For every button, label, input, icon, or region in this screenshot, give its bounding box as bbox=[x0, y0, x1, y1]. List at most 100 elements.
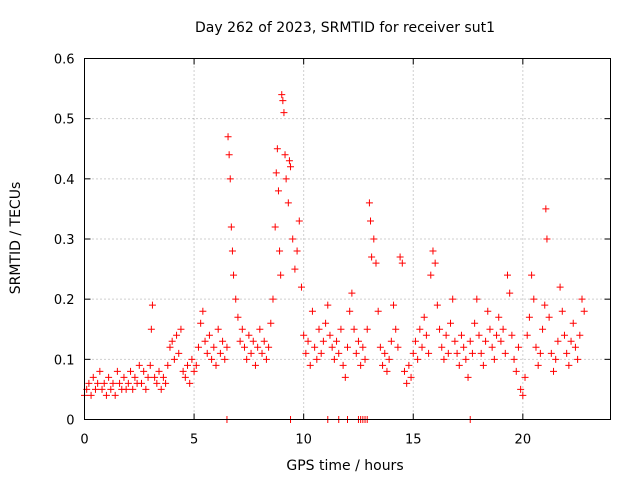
data-point bbox=[398, 259, 406, 267]
data-point bbox=[230, 271, 238, 279]
data-point bbox=[146, 361, 154, 369]
data-point bbox=[116, 379, 124, 387]
data-point bbox=[274, 187, 282, 195]
data-point bbox=[197, 319, 205, 327]
data-point bbox=[85, 379, 93, 387]
data-point bbox=[208, 355, 216, 363]
axis-ticks: 0 0.1 0.2 0.3 0.4 0.5 0.6 0 5 10 15 20 bbox=[54, 53, 611, 448]
data-point bbox=[293, 247, 301, 255]
data-point bbox=[155, 367, 163, 375]
plot-frame bbox=[84, 58, 611, 420]
data-point bbox=[153, 379, 161, 387]
data-point bbox=[102, 391, 110, 399]
data-point bbox=[574, 355, 582, 363]
data-point bbox=[335, 349, 343, 357]
data-point bbox=[341, 373, 349, 381]
data-point bbox=[162, 379, 170, 387]
data-point bbox=[490, 355, 498, 363]
data-point bbox=[403, 379, 411, 387]
data-point bbox=[416, 325, 424, 333]
data-point bbox=[273, 145, 281, 153]
data-point bbox=[251, 361, 259, 369]
data-point bbox=[291, 265, 299, 273]
data-point bbox=[354, 337, 362, 345]
data-point bbox=[91, 385, 99, 393]
data-point bbox=[279, 97, 287, 105]
data-point bbox=[433, 301, 441, 309]
data-point bbox=[444, 349, 452, 357]
data-point bbox=[440, 355, 448, 363]
data-point bbox=[192, 361, 200, 369]
data-point bbox=[468, 349, 476, 357]
data-point bbox=[411, 337, 419, 345]
data-point bbox=[479, 361, 487, 369]
data-point bbox=[109, 379, 117, 387]
data-point bbox=[350, 325, 358, 333]
data-point bbox=[137, 379, 145, 387]
data-point bbox=[287, 163, 295, 171]
data-point bbox=[238, 325, 246, 333]
data-point bbox=[267, 319, 275, 327]
data-point bbox=[580, 307, 588, 315]
data-point bbox=[120, 373, 128, 381]
data-point bbox=[142, 385, 150, 393]
data-point bbox=[383, 367, 391, 375]
data-point bbox=[265, 343, 273, 351]
y-tick-label: 0.5 bbox=[54, 113, 75, 128]
data-point bbox=[228, 247, 236, 255]
data-point bbox=[407, 373, 415, 381]
chart-title: Day 262 of 2023, SRMTID for receiver sut… bbox=[195, 20, 495, 36]
data-point bbox=[100, 379, 108, 387]
data-point bbox=[280, 109, 288, 117]
data-point bbox=[578, 295, 586, 303]
data-point bbox=[429, 247, 437, 255]
data-point bbox=[258, 349, 266, 357]
data-point bbox=[89, 373, 97, 381]
data-point bbox=[501, 349, 509, 357]
data-point bbox=[96, 367, 104, 375]
data-point bbox=[243, 355, 251, 363]
data-point bbox=[530, 295, 538, 303]
data-point bbox=[210, 343, 218, 351]
data-point bbox=[394, 343, 402, 351]
x-tick-label: 15 bbox=[405, 433, 422, 448]
data-point bbox=[199, 307, 207, 315]
data-point bbox=[477, 349, 485, 357]
data-point bbox=[512, 367, 520, 375]
data-point bbox=[519, 391, 527, 399]
data-point bbox=[460, 343, 468, 351]
data-point bbox=[203, 349, 211, 357]
data-point bbox=[534, 361, 542, 369]
data-point bbox=[295, 217, 303, 225]
data-point bbox=[107, 385, 115, 393]
data-point bbox=[276, 247, 284, 255]
data-point bbox=[113, 367, 121, 375]
data-point bbox=[98, 385, 106, 393]
data-point bbox=[236, 337, 244, 345]
data-point bbox=[539, 325, 547, 333]
data-point bbox=[525, 313, 533, 321]
data-point bbox=[186, 379, 194, 387]
y-tick-label: 0 bbox=[66, 414, 74, 429]
data-point bbox=[157, 385, 165, 393]
data-point bbox=[392, 325, 400, 333]
data-point bbox=[506, 289, 514, 297]
data-point bbox=[282, 175, 290, 183]
data-point bbox=[348, 289, 356, 297]
y-tick-label: 0.6 bbox=[54, 53, 75, 68]
data-point bbox=[272, 169, 280, 177]
grid bbox=[84, 58, 611, 420]
data-point bbox=[464, 373, 472, 381]
data-point bbox=[148, 301, 156, 309]
data-point bbox=[194, 343, 202, 351]
data-point bbox=[326, 331, 334, 339]
data-point bbox=[144, 373, 152, 381]
x-tick-label: 10 bbox=[295, 433, 312, 448]
data-point bbox=[308, 307, 316, 315]
data-point bbox=[177, 325, 185, 333]
data-point bbox=[352, 349, 360, 357]
data-point bbox=[400, 367, 408, 375]
data-point bbox=[346, 307, 354, 315]
data-point bbox=[333, 337, 341, 345]
data-point bbox=[277, 271, 285, 279]
